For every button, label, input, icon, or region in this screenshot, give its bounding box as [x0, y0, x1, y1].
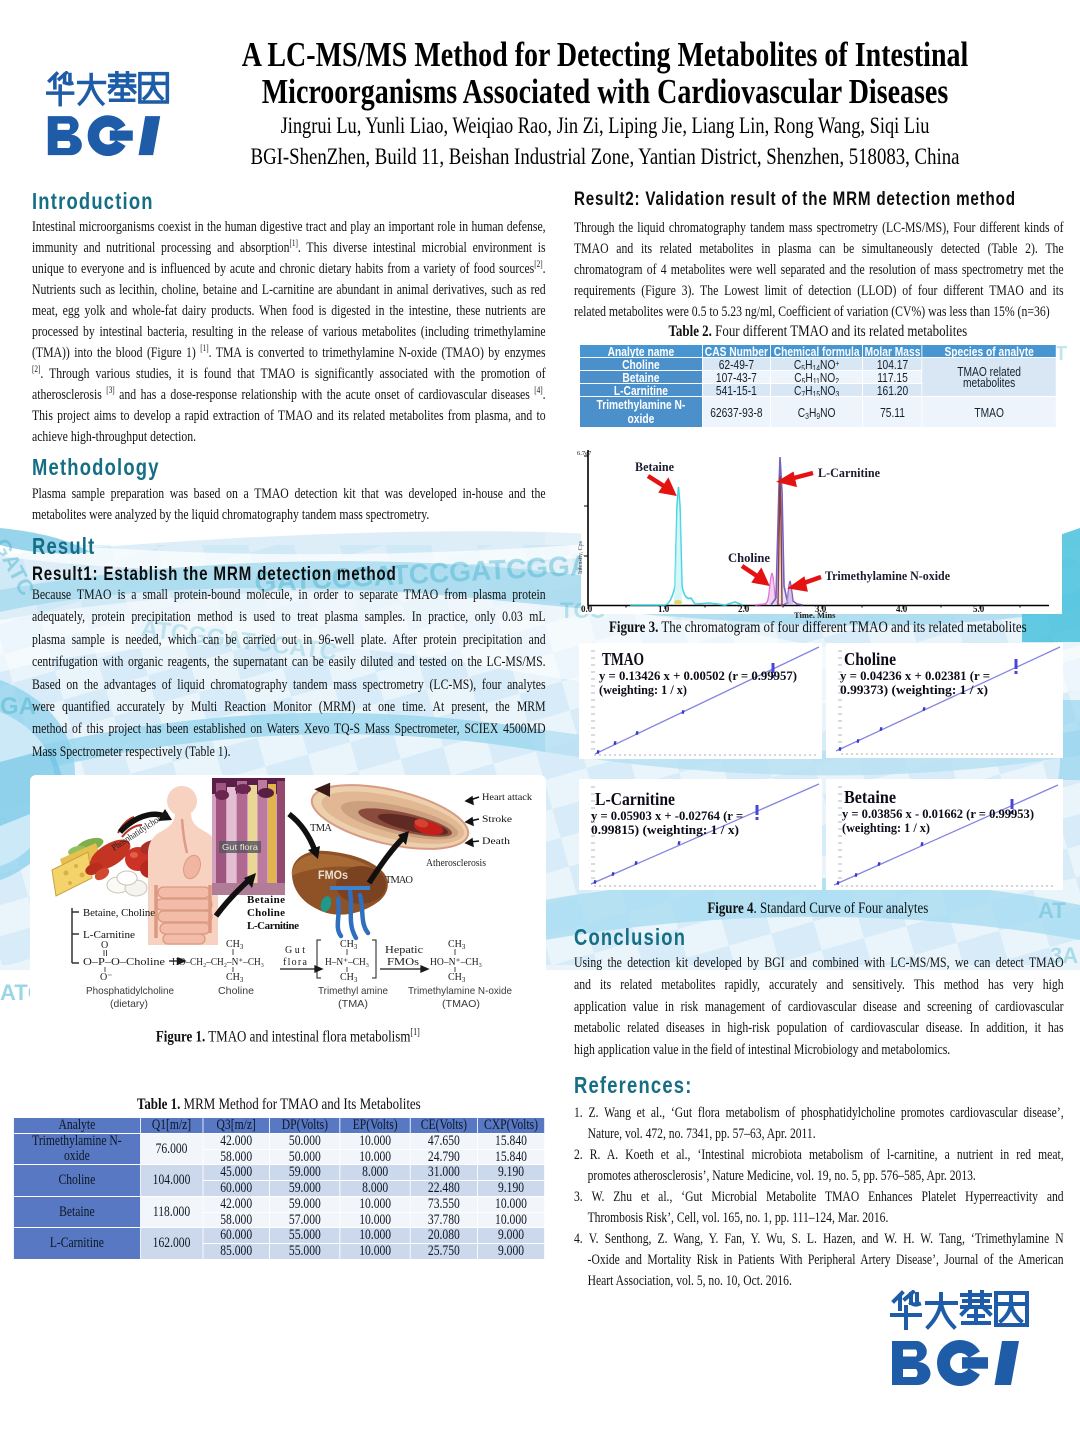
svg-text:2.0: 2.0 [738, 604, 750, 614]
svg-text:AT: AT [1038, 898, 1066, 923]
svg-text:Trimethyl amine: Trimethyl amine [318, 985, 388, 997]
svg-text:3.0: 3.0 [815, 604, 827, 614]
svg-text:Death: Death [482, 837, 510, 847]
svg-text:L-Carnitine: L-Carnitine [83, 929, 135, 941]
svg-text:6.7e7: 6.7e7 [577, 450, 592, 457]
svg-text:TMAO: TMAO [602, 649, 644, 669]
svg-text:CH3: CH3 [448, 972, 466, 984]
svg-text:O⁻: O⁻ [100, 972, 113, 983]
svg-text:0.99815) (weighting: 1 / x): 0.99815) (weighting: 1 / x) [591, 823, 739, 837]
svg-text:Time, Mins: Time, Mins [794, 610, 836, 618]
svg-text:Choline: Choline [844, 649, 896, 669]
svg-text:GA: GA [0, 693, 36, 720]
svg-text:O: O [101, 940, 108, 951]
svg-text:Gut flora: Gut flora [222, 842, 258, 852]
svg-text:H–N⁺–CH₃: H–N⁺–CH₃ [325, 957, 369, 968]
svg-text:HO–N⁺–CH₃: HO–N⁺–CH₃ [430, 957, 482, 968]
svg-text:HO–CH₂–CH₂–N⁺–CH₃: HO–CH₂–CH₂–N⁺–CH₃ [172, 957, 264, 968]
svg-text:(TMAO): (TMAO) [442, 998, 480, 1010]
svg-text:Heart attack: Heart attack [482, 793, 532, 803]
svg-text:O–P–O–Choline: O–P–O–Choline [83, 957, 166, 968]
svg-text:(TMA): (TMA) [338, 998, 368, 1010]
svg-text:FMOs: FMOs [387, 957, 419, 968]
svg-text:L-Carnitine: L-Carnitine [247, 920, 299, 932]
svg-text:Atherosclerosis: Atherosclerosis [426, 858, 486, 869]
svg-text:Choline: Choline [728, 551, 770, 565]
svg-text:Betaine: Betaine [844, 787, 896, 807]
svg-text:4.0: 4.0 [896, 604, 908, 614]
svg-text:CH3: CH3 [226, 972, 244, 984]
svg-text:Intensity, Cps: Intensity, Cps [578, 540, 584, 574]
svg-text:TMAO: TMAO [385, 875, 413, 886]
svg-text:Phosphatidylcholine: Phosphatidylcholine [86, 985, 174, 997]
svg-text:TMA: TMA [310, 823, 332, 834]
svg-text:FMOs: FMOs [318, 870, 348, 882]
svg-text:Stroke: Stroke [482, 815, 512, 825]
svg-text:CH3: CH3 [448, 939, 466, 951]
svg-text:L-Carnitine: L-Carnitine [595, 789, 675, 809]
svg-text:0.0: 0.0 [581, 604, 593, 614]
svg-text:CH3: CH3 [340, 972, 358, 984]
svg-text:CH3: CH3 [340, 939, 358, 951]
svg-text:y = 0.04236 x + 0.02381 (r =: y = 0.04236 x + 0.02381 (r = [840, 669, 990, 683]
svg-text:3A: 3A [1050, 943, 1078, 968]
svg-text:Betaine, Choline: Betaine, Choline [83, 907, 155, 919]
svg-text:1.0: 1.0 [658, 604, 670, 614]
svg-text:L-Carnitine: L-Carnitine [818, 466, 880, 480]
svg-text:y = 0.05903 x + -0.02764 (r =: y = 0.05903 x + -0.02764 (r = [591, 809, 743, 823]
svg-text:y = 0.13426 x + 0.00502 (r = 0: y = 0.13426 x + 0.00502 (r = 0.99957) [599, 669, 797, 683]
svg-text:Betaine: Betaine [247, 894, 285, 906]
svg-text:(dietary): (dietary) [110, 998, 148, 1010]
svg-text:flora: flora [283, 957, 308, 968]
svg-text:(weighting: 1 / x): (weighting: 1 / x) [842, 821, 930, 835]
svg-text:CH3: CH3 [226, 939, 244, 951]
svg-text:0.99373) (weighting: 1 / x): 0.99373) (weighting: 1 / x) [840, 683, 988, 697]
svg-text:Choline: Choline [247, 907, 285, 919]
svg-text:Betaine: Betaine [635, 460, 674, 474]
svg-text:(weighting: 1 / x): (weighting: 1 / x) [599, 683, 687, 697]
svg-text:Choline: Choline [218, 985, 254, 997]
svg-text:Hepatic: Hepatic [385, 945, 424, 956]
svg-text:y = 0.03856 x - 0.01662 (r = 0: y = 0.03856 x - 0.01662 (r = 0.99953) [842, 807, 1034, 821]
svg-text:Trimethylamine N-oxide: Trimethylamine N-oxide [408, 985, 512, 997]
svg-text:Gut: Gut [285, 945, 305, 956]
svg-text:Trimethylamine N-oxide: Trimethylamine N-oxide [825, 569, 950, 583]
svg-text:5.0: 5.0 [973, 604, 985, 614]
